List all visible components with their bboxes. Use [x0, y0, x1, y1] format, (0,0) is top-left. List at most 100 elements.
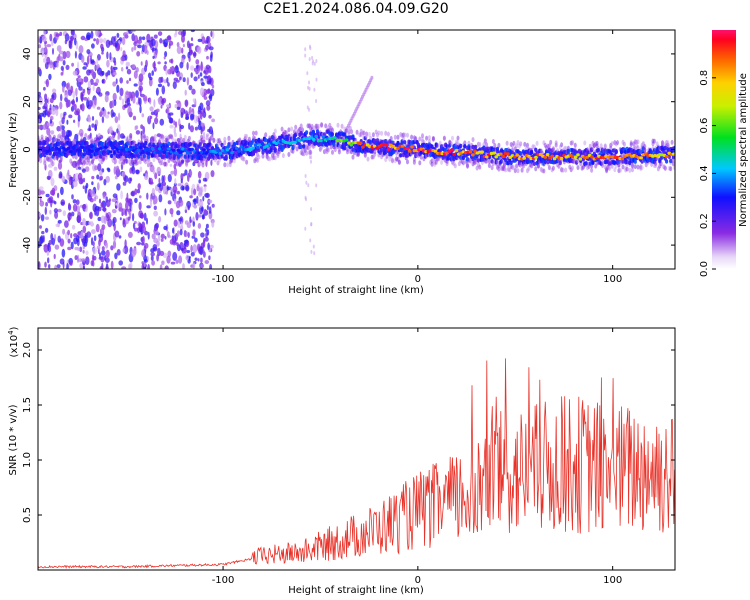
spectrogram-cell [163, 38, 168, 48]
spectrogram-cell [38, 67, 41, 72]
spectrogram-cell [254, 130, 258, 136]
spectrogram-cell [166, 104, 171, 108]
spectrogram-cell [178, 217, 183, 222]
spectrogram-cell [543, 155, 548, 159]
spectrogram-cell [161, 85, 166, 95]
spectrogram-cell [185, 116, 190, 120]
spectrogram-cell [120, 140, 125, 145]
spectrogram-cell [121, 133, 124, 139]
spectrogram-cell [70, 233, 73, 239]
spectrogram-cell [138, 159, 142, 165]
spectrogram-cell [183, 249, 187, 253]
colorbar: 0.00.20.40.60.8 Normalized spectral ampl… [699, 30, 749, 277]
spectrogram-cell [73, 138, 77, 144]
spectrogram-cell [179, 61, 184, 69]
spectrogram-cell [65, 99, 69, 109]
spectrogram-cell [95, 30, 100, 37]
spectrogram-cell [173, 120, 176, 126]
spectrogram-cell [82, 225, 87, 234]
spectrogram-cell [112, 240, 117, 249]
spectrogram-cell [590, 155, 594, 159]
spectrogram-cell [399, 153, 403, 158]
spectrogram-cell [198, 120, 202, 126]
spectrogram-cell [185, 184, 190, 192]
spectrogram-cell [53, 208, 59, 214]
spectrogram-cell [530, 150, 534, 155]
spectrogram-cell [157, 61, 161, 65]
spectrogram-cell [80, 92, 84, 101]
spectrogram-cell [174, 121, 178, 128]
spectrogram-cell [45, 216, 49, 220]
spectrogram-cell [315, 183, 318, 188]
spectrogram-cell [182, 77, 186, 83]
spectrogram-cell [384, 143, 389, 147]
spectrogram-cell [60, 65, 64, 71]
spectrogram-cell [118, 260, 123, 266]
spectrogram-cell [85, 250, 89, 256]
spectrogram-cell [143, 44, 148, 54]
spectrogram-cell [137, 183, 141, 190]
spectrogram-cell [71, 30, 74, 35]
spectrogram-cell [302, 144, 306, 149]
spectrogram-cell [52, 152, 57, 157]
spectrogram-cell [207, 242, 210, 250]
spectrogram-cell [65, 64, 70, 70]
spectrogram-cell [308, 57, 311, 62]
spectrogram-cell [43, 160, 47, 166]
spectrogram-cell [108, 150, 113, 154]
spectrogram-cell [70, 161, 74, 167]
spectrogram-cell [186, 40, 190, 49]
spectrogram-cell [190, 65, 195, 71]
spectrogram-cell [70, 241, 74, 250]
spectrogram-cell [210, 146, 215, 151]
spectrogram-cell [158, 76, 163, 84]
spectrogram-cell [265, 144, 269, 148]
spectrogram-cell [204, 185, 207, 193]
spectrogram-cell [192, 221, 196, 227]
spectrogram-cell [68, 150, 73, 154]
spectrogram-cell [304, 53, 307, 58]
spectrogram-cell [42, 124, 48, 130]
spectrogram-cell [201, 82, 205, 87]
spectrogram-cell [113, 99, 117, 107]
spectrogram-cell [224, 154, 228, 160]
spectrogram-cell [198, 179, 201, 184]
spectrogram-cell [185, 162, 189, 168]
colorbar-tick-label: 0.6 [699, 118, 710, 134]
spectrogram-cell [167, 82, 170, 87]
spectrogram-cell [199, 63, 204, 72]
spectrogram-cell [559, 156, 564, 161]
spectrogram-cell [114, 60, 117, 66]
spectrogram-cell [622, 141, 626, 147]
spectrogram-cell [115, 165, 120, 172]
spectrogram-cell [268, 156, 272, 162]
spectrogram-cell [70, 85, 74, 94]
spectrogram-cell [200, 257, 203, 263]
spectrogram-cell [310, 159, 312, 164]
spectrogram-cell [129, 112, 133, 116]
spectrogram-cell [86, 99, 90, 109]
spectrogram-cell [164, 236, 167, 240]
spectrogram-cell [39, 36, 43, 44]
spectrogram-cell [64, 91, 69, 98]
spectrogram-cell [145, 135, 149, 141]
spectrogram-cell [83, 62, 88, 66]
spectrogram-cell [110, 153, 114, 159]
spectrogram-cell [61, 146, 66, 150]
spectrogram-cell [38, 106, 41, 111]
spectrogram-cell [534, 155, 538, 159]
spectrogram-cell [49, 119, 53, 124]
spectrogram-cell [46, 122, 52, 127]
spectrogram-cell [90, 189, 95, 197]
spectrogram-cell [141, 235, 145, 245]
spectrogram-cell [90, 220, 94, 225]
spectrogram-cell [157, 233, 161, 242]
spectrogram-cell [65, 83, 69, 89]
spectrogram-cell [331, 149, 334, 155]
spectrogram-cell [576, 165, 580, 171]
spectrogram-cell [223, 151, 227, 155]
colorbar-tick-label: 0.0 [699, 261, 710, 277]
spectrogram-cell [59, 124, 63, 132]
spectrogram-cell [351, 134, 355, 139]
spectrogram-cell [170, 261, 176, 265]
